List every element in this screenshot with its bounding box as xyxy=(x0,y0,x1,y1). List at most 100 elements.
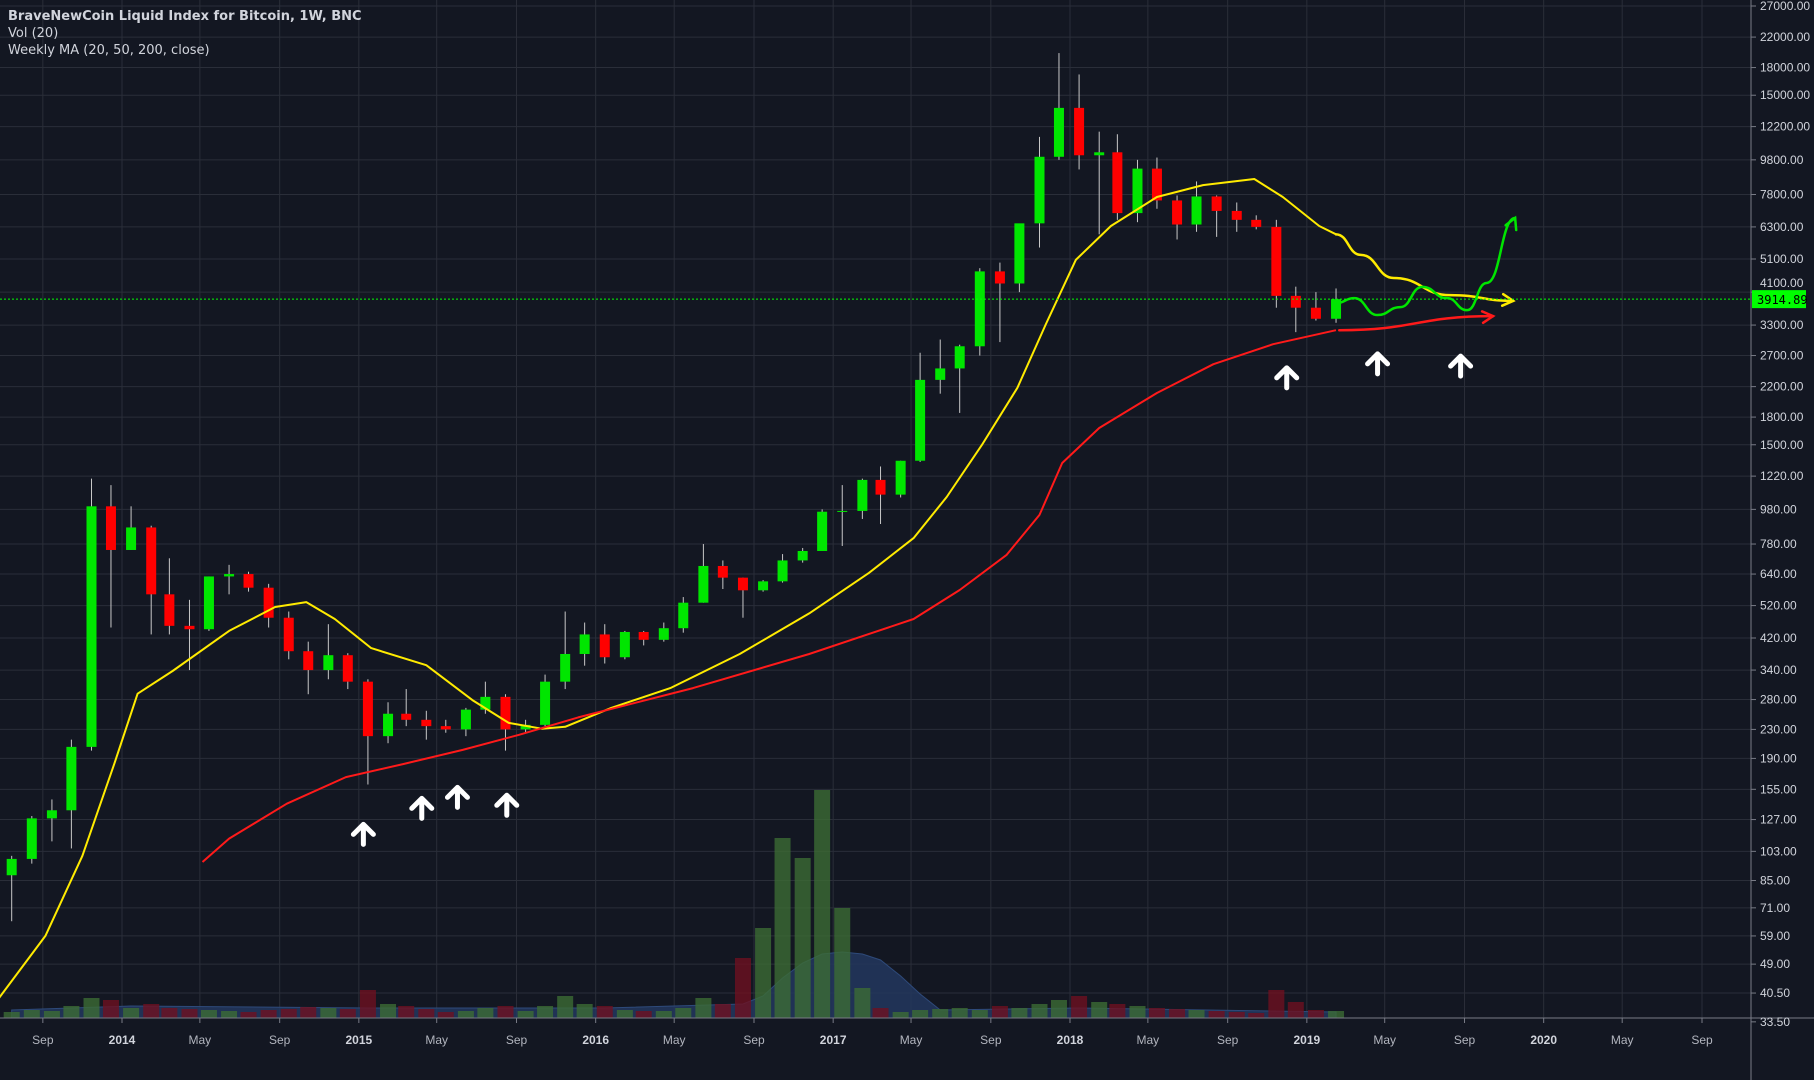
volume-bar xyxy=(1011,1008,1028,1018)
y-tick-label: 12200.00 xyxy=(1760,120,1810,134)
candle-body xyxy=(105,506,116,550)
candle-body xyxy=(263,587,274,618)
volume-bar xyxy=(1228,1012,1245,1018)
volume-bar xyxy=(912,1010,929,1018)
y-tick-label: 27000.00 xyxy=(1760,0,1810,13)
volume-bar xyxy=(497,1006,514,1018)
y-tick-label: 85.00 xyxy=(1760,874,1790,888)
up-arrow-icon xyxy=(409,795,435,821)
candle-body xyxy=(837,510,848,512)
x-tick-label: Sep xyxy=(269,1033,291,1047)
volume-bar xyxy=(200,1010,217,1018)
volume-bar xyxy=(418,1009,435,1018)
volume-bar xyxy=(380,1004,397,1018)
volume-bar xyxy=(734,958,751,1018)
volume-bar xyxy=(1268,990,1285,1018)
volume-bar xyxy=(794,858,811,1018)
volume-bar xyxy=(1287,1002,1304,1018)
y-tick-label: 1800.00 xyxy=(1760,410,1804,424)
volume-bar xyxy=(991,1006,1008,1018)
ma-50-line xyxy=(0,178,1337,999)
candle-body xyxy=(954,346,965,369)
y-tick-label: 9800.00 xyxy=(1760,153,1804,167)
candle-body xyxy=(560,653,571,682)
x-tick-label: Sep xyxy=(32,1033,54,1047)
candle-body xyxy=(717,565,728,578)
x-tick-label: 2019 xyxy=(1293,1033,1320,1047)
volume-bar xyxy=(1188,1010,1205,1018)
price-projection-arrow xyxy=(1334,216,1517,317)
candle-body xyxy=(817,511,828,551)
x-tick-label: 2016 xyxy=(582,1033,609,1047)
candle-body xyxy=(1310,307,1321,319)
drawings xyxy=(0,215,1751,847)
volume-bar xyxy=(951,1008,968,1018)
ma-indicator-label[interactable]: Weekly MA (20, 50, 200, close) xyxy=(8,43,210,58)
y-tick-label: 40.50 xyxy=(1760,986,1790,1000)
x-tick-label: Sep xyxy=(506,1033,528,1047)
volume-bar xyxy=(3,1012,20,1018)
y-tick-label: 340.00 xyxy=(1760,663,1797,677)
candle-body xyxy=(500,696,511,730)
candle-body xyxy=(1014,223,1025,284)
candle-body xyxy=(164,594,175,626)
volume-bar xyxy=(1169,1009,1186,1018)
ma-200-line xyxy=(201,329,1337,863)
candle-body xyxy=(797,550,808,561)
volume-bar xyxy=(123,1008,140,1018)
volume-bar xyxy=(892,1012,909,1018)
volume-bar xyxy=(1031,1004,1048,1018)
candle-body xyxy=(440,726,451,730)
candle-body xyxy=(1172,200,1183,225)
volume-bar xyxy=(714,1004,731,1018)
candle-body xyxy=(6,858,17,876)
candle-body xyxy=(146,527,157,595)
volume-pane xyxy=(3,790,1345,1019)
candle-body xyxy=(658,628,669,640)
y-tick-label: 2700.00 xyxy=(1760,349,1804,363)
y-tick-label: 1220.00 xyxy=(1760,469,1804,483)
candle-body xyxy=(184,625,195,630)
x-tick-label: May xyxy=(900,1033,923,1047)
candle-body xyxy=(342,655,353,682)
volume-bar xyxy=(1050,1000,1067,1018)
volume-bar xyxy=(43,1011,60,1018)
candle-body xyxy=(1034,156,1045,224)
symbol-title[interactable]: BraveNewCoin Liquid Index for Bitcoin, 1… xyxy=(8,9,362,24)
volume-bar xyxy=(1109,1004,1126,1018)
ma200-projection-arrow-arrowhead xyxy=(1480,310,1496,325)
candle-body xyxy=(875,479,886,495)
y-tick-label: 780.00 xyxy=(1760,537,1797,551)
volume-bar xyxy=(240,1012,257,1018)
up-arrow-icon xyxy=(350,821,376,847)
volume-bar xyxy=(161,1008,178,1018)
y-tick-label: 640.00 xyxy=(1760,567,1797,581)
candle-body xyxy=(737,577,748,591)
up-arrow-icon xyxy=(1365,351,1391,377)
y-tick-label: 980.00 xyxy=(1760,502,1797,516)
x-tick-label: May xyxy=(1373,1033,1396,1047)
volume-bar xyxy=(1307,1010,1324,1018)
volume-bar xyxy=(1148,1008,1165,1018)
candle-body xyxy=(224,574,235,577)
last-price-badge xyxy=(1752,290,1806,309)
candle-body xyxy=(540,681,551,725)
candle-body xyxy=(283,617,294,652)
volume-bar xyxy=(1248,1013,1265,1018)
moving-averages xyxy=(0,178,1337,999)
x-tick-label: May xyxy=(189,1033,212,1047)
y-tick-label: 420.00 xyxy=(1760,631,1797,645)
candle-body xyxy=(638,631,649,640)
volume-bar xyxy=(1129,1006,1146,1018)
y-tick-label: 22000.00 xyxy=(1760,30,1810,44)
volume-indicator-label[interactable]: Vol (20) xyxy=(8,26,59,41)
y-tick-label: 1500.00 xyxy=(1760,438,1804,452)
x-tick-label: Sep xyxy=(980,1033,1002,1047)
up-arrow-icon xyxy=(444,784,470,810)
y-tick-label: 6300.00 xyxy=(1760,220,1804,234)
ma50-projection-arrow-arrowhead xyxy=(1500,292,1516,307)
candle-body xyxy=(895,460,906,495)
up-arrow-icon xyxy=(494,792,520,818)
volume-bar xyxy=(1071,996,1088,1018)
